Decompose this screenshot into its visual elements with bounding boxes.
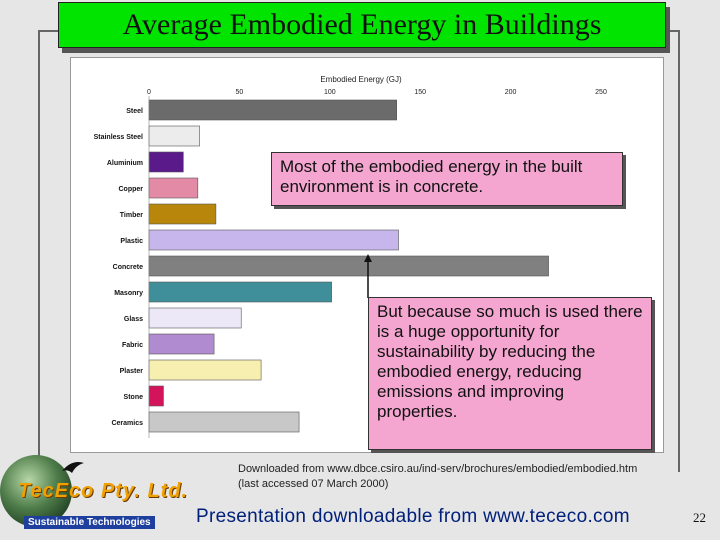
x-tick-label: 0 (147, 89, 151, 96)
bar (148, 359, 262, 381)
bar (148, 177, 199, 199)
callout-concrete: Most of the embodied energy in the built… (271, 152, 623, 206)
bar (148, 203, 217, 225)
category-label: Ceramics (111, 420, 143, 427)
category-label: Fabric (122, 342, 143, 349)
bar (148, 229, 399, 251)
bar (148, 385, 164, 407)
callout-opportunity-text: But because so much is used there is a h… (377, 302, 643, 421)
slide-title-text: Average Embodied Energy in Buildings (122, 8, 602, 41)
category-label: Copper (119, 186, 144, 193)
x-tick-label: 100 (324, 89, 336, 96)
slide-title: Average Embodied Energy in Buildings (58, 2, 666, 48)
category-label: Glass (124, 316, 143, 323)
bird-icon (62, 462, 84, 473)
source-note: Downloaded from www.dbce.csiro.au/ind-se… (238, 463, 638, 490)
logo-graphic (0, 455, 84, 527)
bar (148, 411, 300, 433)
category-label: Stainless Steel (94, 134, 143, 141)
bar (148, 333, 215, 355)
category-label: Plastic (120, 238, 143, 245)
logo-name: TecEco Pty. Ltd. (18, 480, 189, 502)
chart-title: Embodied Energy (GJ) (320, 75, 402, 84)
bar (148, 125, 200, 147)
category-label: Stone (124, 394, 144, 401)
category-label: Masonry (114, 290, 143, 297)
x-tick-label: 200 (505, 89, 517, 96)
x-tick-label: 50 (236, 89, 244, 96)
page-number: 22 (693, 510, 706, 525)
bar (148, 281, 332, 303)
x-tick-label: 250 (595, 89, 607, 96)
bar (148, 255, 549, 277)
category-label: Timber (120, 212, 143, 219)
callout-concrete-text: Most of the embodied energy in the built… (280, 157, 583, 196)
bar (148, 99, 397, 121)
callout-opportunity: But because so much is used there is a h… (368, 297, 652, 450)
frame-line-right (678, 30, 680, 472)
category-label: Steel (126, 108, 143, 115)
bar (148, 307, 242, 329)
x-tick-label: 150 (414, 89, 426, 96)
bar-chart: Embodied Energy (GJ) 0 50 100 150 200 250 Steel… (94, 75, 607, 438)
category-label: Plaster (120, 368, 144, 375)
logo-tagline: Sustainable Technologies (24, 516, 155, 529)
frame-line-left (38, 30, 40, 502)
bar (148, 151, 184, 173)
footer-link[interactable]: Presentation downloadable from www.tecec… (196, 506, 630, 527)
category-label: Aluminium (107, 160, 143, 167)
globe-icon (0, 455, 72, 527)
category-label: Concrete (113, 264, 143, 271)
